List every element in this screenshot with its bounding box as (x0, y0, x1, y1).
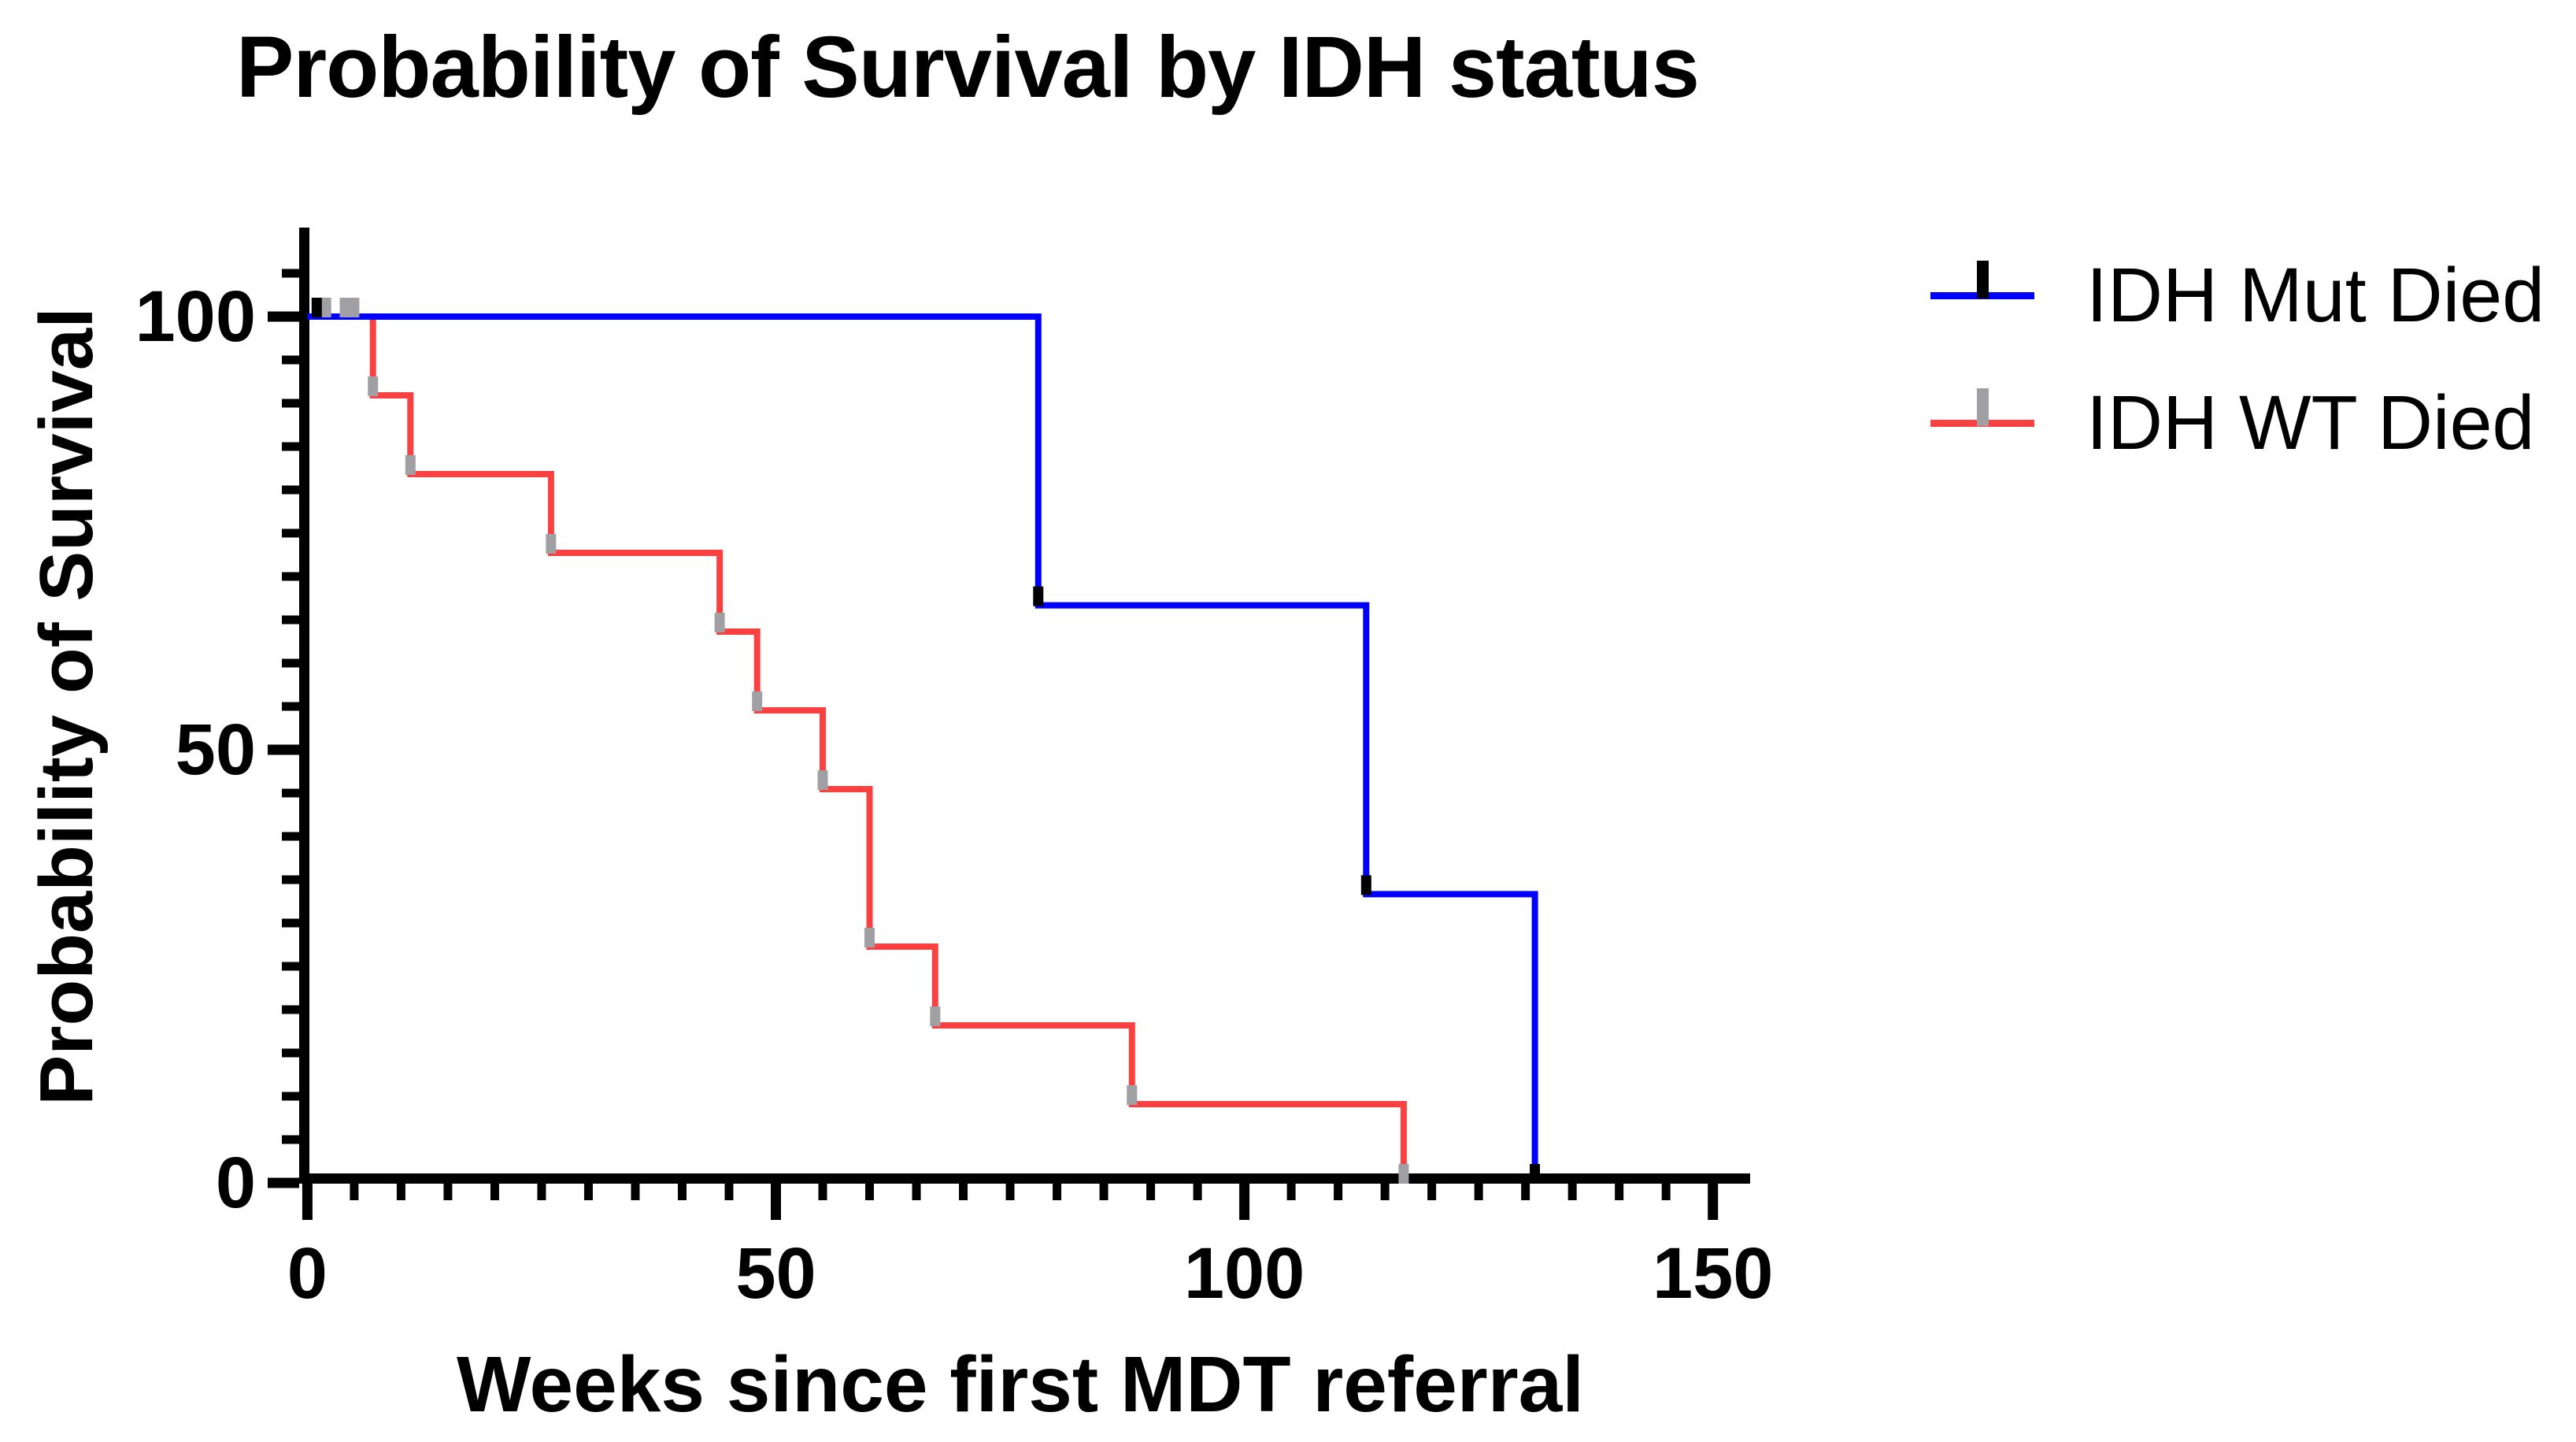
event-tick-marker (930, 1006, 941, 1027)
x-minor-tick (1005, 1184, 1015, 1200)
x-minor-tick (583, 1184, 593, 1200)
x-minor-tick (1380, 1184, 1390, 1200)
event-tick-marker (864, 928, 875, 948)
y-major-tick (268, 311, 299, 322)
survival-curve-idh-mut-died (307, 313, 1538, 1183)
y-minor-tick (282, 832, 299, 841)
y-minor-tick (282, 485, 299, 495)
x-major-tick (771, 1184, 781, 1220)
event-tick-marker (405, 454, 416, 475)
x-minor-tick (912, 1184, 921, 1200)
legend-tick-marker-gray (1977, 388, 1989, 426)
x-minor-tick (1146, 1184, 1156, 1200)
event-tick-marker (1033, 586, 1044, 606)
legend-label: IDH WT Died (2086, 380, 2535, 465)
y-minor-tick (282, 1005, 299, 1014)
y-minor-tick (282, 615, 299, 625)
y-minor-tick (282, 398, 299, 408)
x-minor-tick (350, 1184, 359, 1200)
y-minor-tick (282, 269, 299, 278)
y-minor-tick (282, 918, 299, 928)
x-minor-tick (1286, 1184, 1296, 1200)
event-tick-marker (752, 691, 763, 711)
x-tick-label: 100 (1183, 1233, 1305, 1314)
y-minor-tick (282, 355, 299, 365)
x-minor-tick (396, 1184, 405, 1200)
x-axis-line (299, 1173, 1750, 1184)
event-tick-marker (368, 376, 379, 396)
y-minor-tick (282, 1135, 299, 1144)
censor-tick-marker (339, 298, 350, 317)
y-minor-tick (282, 1048, 299, 1058)
x-minor-tick (490, 1184, 499, 1200)
survival-curve-idh-wt-died (307, 313, 1407, 1183)
x-minor-tick (724, 1184, 734, 1200)
x-tick-label: 150 (1652, 1233, 1774, 1314)
x-major-tick (1239, 1184, 1250, 1220)
x-minor-tick (1053, 1184, 1062, 1200)
x-minor-tick (818, 1184, 827, 1200)
y-tick-label: 0 (215, 1143, 256, 1223)
y-minor-tick (282, 528, 299, 538)
x-axis-title: Weeks since first MDT referral (456, 1340, 1585, 1429)
x-minor-tick (1193, 1184, 1202, 1200)
x-tick-label: 0 (287, 1233, 328, 1314)
y-minor-tick (282, 788, 299, 798)
event-tick-marker (1398, 1164, 1409, 1184)
y-tick-label: 100 (135, 276, 257, 357)
event-tick-marker (546, 533, 557, 554)
censor-tick-marker (320, 298, 331, 317)
x-minor-tick (1521, 1184, 1530, 1200)
event-tick-marker (1530, 1164, 1541, 1184)
censor-tick-marker (311, 298, 322, 317)
x-minor-tick (1661, 1184, 1671, 1200)
y-minor-tick (282, 962, 299, 971)
x-minor-tick (631, 1184, 640, 1200)
x-minor-tick (1474, 1184, 1483, 1200)
x-minor-tick (677, 1184, 687, 1200)
x-minor-tick (865, 1184, 875, 1200)
legend-tick-marker-black (1977, 261, 1989, 298)
x-minor-tick (959, 1184, 968, 1200)
x-minor-tick (1334, 1184, 1343, 1200)
x-major-tick (302, 1184, 313, 1220)
legend-label: IDH Mut Died (2086, 252, 2545, 338)
y-axis-line (299, 228, 309, 1184)
y-minor-tick (282, 1092, 299, 1101)
x-minor-tick (1427, 1184, 1437, 1200)
y-tick-label: 50 (175, 710, 256, 790)
y-minor-tick (282, 875, 299, 884)
censor-tick-marker (349, 298, 360, 317)
y-minor-tick (282, 572, 299, 581)
x-minor-tick (1567, 1184, 1577, 1200)
x-minor-tick (443, 1184, 453, 1200)
x-tick-label: 50 (735, 1233, 816, 1314)
x-minor-tick (1099, 1184, 1108, 1200)
y-minor-tick (282, 658, 299, 668)
x-minor-tick (537, 1184, 546, 1200)
y-major-tick (268, 1177, 299, 1188)
x-minor-tick (1615, 1184, 1624, 1200)
event-tick-marker (1360, 875, 1371, 895)
event-tick-marker (714, 612, 725, 632)
y-minor-tick (282, 702, 299, 711)
event-tick-marker (817, 770, 828, 791)
chart-title: Probability of Survival by IDH status (236, 19, 1700, 116)
y-major-tick (268, 744, 299, 755)
event-tick-marker (1127, 1085, 1138, 1106)
x-major-tick (1708, 1184, 1719, 1220)
y-minor-tick (282, 442, 299, 451)
